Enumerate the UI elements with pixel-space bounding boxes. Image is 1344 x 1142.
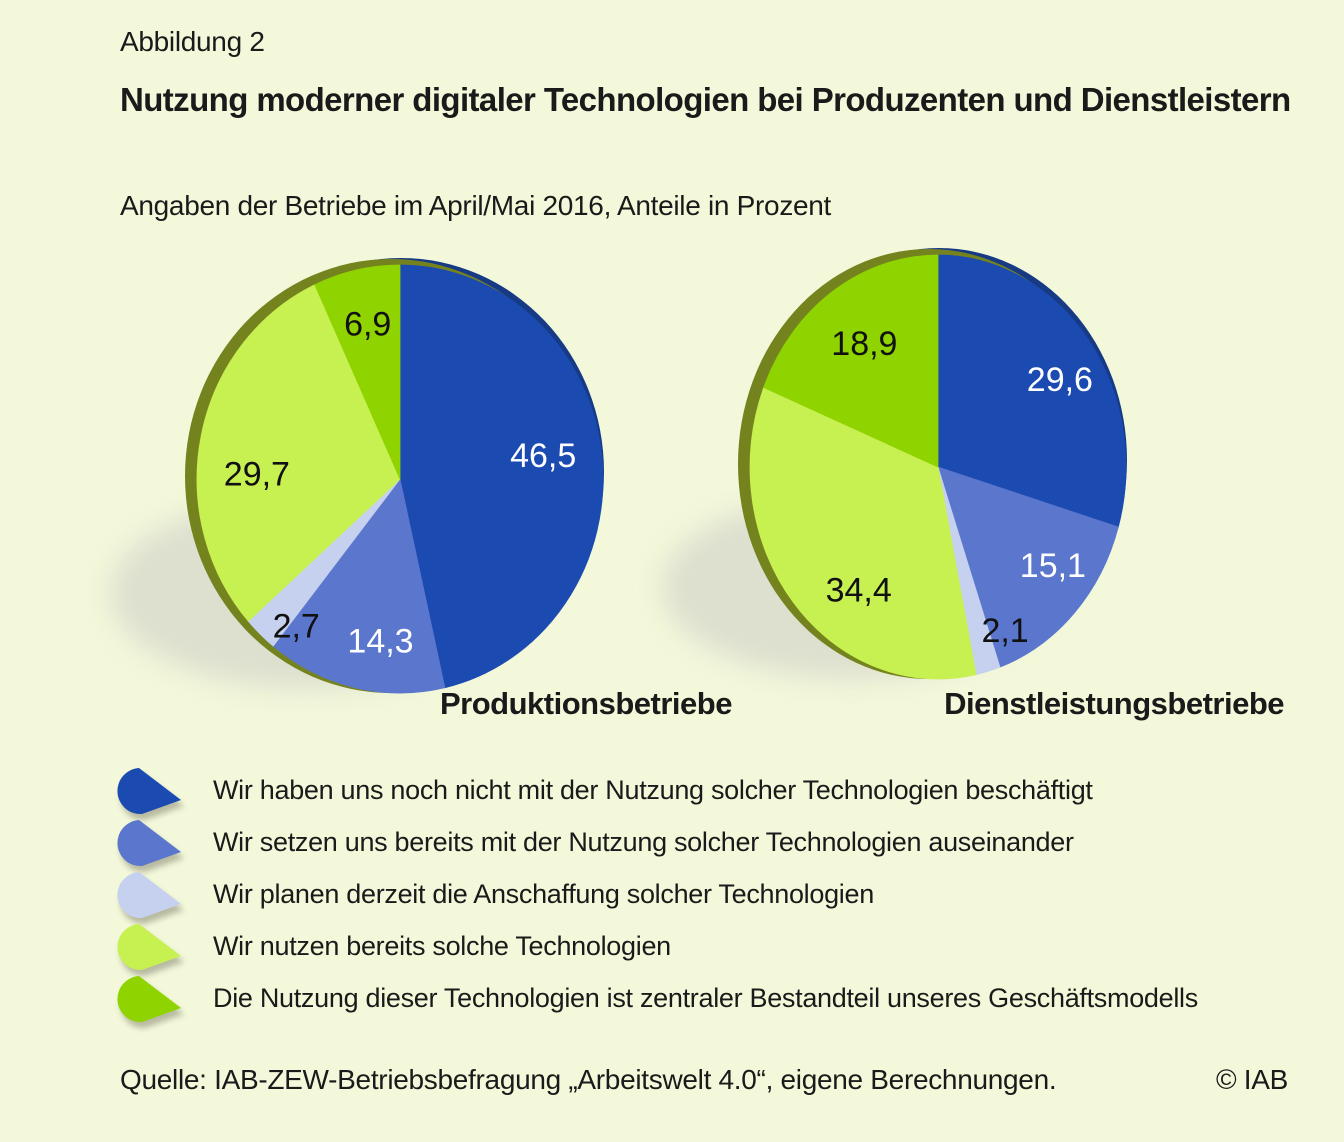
legend-leaf-icon (117, 820, 181, 867)
figure-subtitle: Angaben der Betriebe im April/Mai 2016, … (120, 190, 832, 221)
legend-leaf-icon (117, 976, 181, 1023)
figure-label: Abbildung 2 (120, 26, 265, 57)
pie-slice (399, 264, 604, 689)
pie-title-produktionsbetriebe: Produktionsbetriebe (440, 686, 732, 721)
pie-value-label: 6,9 (344, 305, 391, 343)
pie-slice (937, 254, 1127, 528)
pie-value-label: 14,3 (347, 623, 413, 661)
pie-slice (749, 387, 977, 680)
pie-value-label: 34,4 (826, 572, 892, 610)
legend-item: Wir setzen uns bereits mit der Nutzung s… (115, 816, 1198, 868)
source-row: Quelle: IAB-ZEW-Betriebsbefragung „Arbei… (120, 1064, 1288, 1096)
pie-value-label: 2,7 (273, 608, 320, 646)
legend-item-label: Wir nutzen bereits solche Technologien (213, 930, 671, 961)
legend-item: Wir planen derzeit die Anschaffung solch… (115, 868, 1198, 920)
legend-item-label: Wir haben uns noch nicht mit der Nutzung… (213, 774, 1093, 805)
legend-item: Die Nutzung dieser Technologien ist zent… (115, 972, 1198, 1024)
legend-item: Wir haben uns noch nicht mit der Nutzung… (115, 764, 1198, 816)
pie-value-label: 46,5 (510, 437, 576, 475)
pie-value-label: 29,7 (224, 455, 290, 493)
pie-slice (314, 264, 401, 480)
pie-value-label: 29,6 (1027, 361, 1093, 399)
pie-value-label: 18,9 (831, 325, 897, 363)
legend-item-label: Wir setzen uns bereits mit der Nutzung s… (213, 826, 1074, 857)
pie-slice (196, 284, 401, 622)
pie-value-label: 2,1 (981, 612, 1028, 650)
pie-slice (937, 466, 1119, 668)
figure-title: Nutzung moderner digitaler Technologien … (120, 81, 1291, 118)
legend-leaf-icon (117, 768, 181, 815)
copyright: © IAB (1215, 1064, 1288, 1095)
legend-leaf-icon (117, 924, 181, 971)
pie-value-label: 15,1 (1020, 547, 1086, 585)
pie-chart-dienstleistungsbetriebe: 29,6 15,1 2,1 34,4 18,9 (662, 248, 1127, 680)
legend-item-label: Wir planen derzeit die Anschaffung solch… (213, 878, 874, 909)
pie-chart-produktionsbetriebe: 46,5 14,3 2,7 29,7 6,9 (110, 258, 604, 694)
pie-title-dienstleistungsbetriebe: Dienstleistungsbetriebe (944, 686, 1284, 721)
source-text: Quelle: IAB-ZEW-Betriebsbefragung „Arbei… (120, 1064, 1057, 1095)
legend-leaf-icon (117, 872, 181, 919)
legend-item-label: Die Nutzung dieser Technologien ist zent… (213, 982, 1198, 1013)
pie-slice (763, 254, 939, 468)
pie-slice (272, 478, 446, 694)
legend-item: Wir nutzen bereits solche Technologien (115, 920, 1198, 972)
legend: Wir haben uns noch nicht mit der Nutzung… (115, 764, 1198, 1024)
